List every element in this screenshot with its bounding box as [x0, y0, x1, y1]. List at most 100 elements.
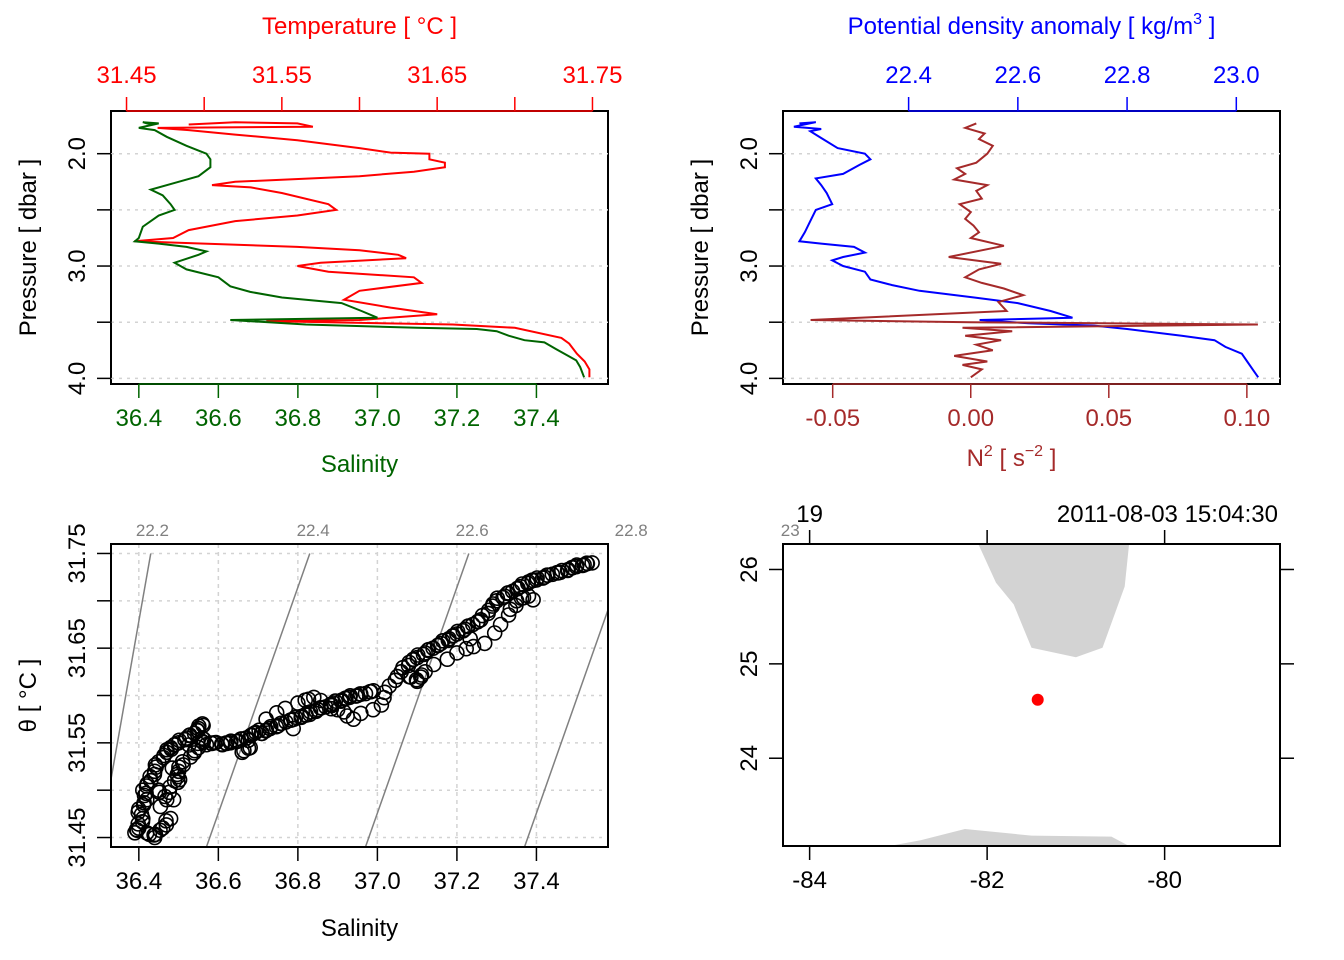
scatter-points [127, 555, 600, 846]
data-point [440, 632, 457, 649]
data-point [136, 787, 153, 804]
tick-label: 31.55 [252, 62, 312, 89]
tick-label: 31.45 [97, 62, 157, 89]
bottom-axis: 36.4 36.6 36.8 37.0 37.2 37.4 [115, 383, 560, 432]
series-group [132, 121, 591, 378]
tick-label: 31.75 [64, 523, 91, 583]
data-point [554, 562, 570, 579]
data-point [175, 757, 191, 773]
data-point [161, 784, 178, 801]
tick-label: 23.0 [1213, 62, 1260, 89]
data-point [157, 788, 173, 805]
x-axis-title: Salinity [321, 915, 398, 942]
data-point [486, 625, 503, 641]
tick-label: 4.0 [64, 362, 91, 395]
isopycnal-label: 22.2 [136, 521, 169, 540]
tick-label: -0.05 [805, 405, 860, 432]
data-point [529, 570, 545, 586]
land-polygon [889, 829, 1130, 846]
data-point [236, 742, 252, 759]
ts-diagram-panel: 36.4 36.6 36.8 37.0 37.2 37.4 31.45 31.55 31.65… [15, 521, 800, 942]
data-point [462, 630, 479, 647]
tick-label: 37.4 [513, 868, 560, 895]
data-point [512, 578, 529, 595]
data-point [285, 720, 302, 737]
data-point [365, 701, 381, 718]
data-point [195, 734, 211, 751]
land-polygon [978, 544, 1130, 658]
data-point [298, 707, 314, 723]
data-point [417, 645, 433, 661]
tick-label: 37.4 [513, 405, 560, 432]
data-point [251, 722, 267, 739]
tick-label: 22.4 [885, 62, 932, 89]
gridlines [111, 152, 608, 380]
data-point [465, 638, 482, 655]
tick-label: 0.05 [1085, 405, 1132, 432]
tick-label: 37.2 [434, 868, 481, 895]
data-point [413, 667, 430, 683]
data-point [439, 651, 456, 668]
tick-label: 36.4 [115, 405, 162, 432]
isopycnal-line [205, 553, 311, 847]
data-point [258, 722, 275, 739]
tick-label: 2.0 [736, 137, 763, 170]
data-point [287, 709, 304, 726]
data-point [420, 641, 437, 658]
data-point [476, 635, 493, 652]
isopycnal-label: 22.4 [297, 521, 330, 540]
data-point [445, 627, 462, 644]
tick-label: -80 [1147, 867, 1182, 894]
isopycnal-line [111, 553, 152, 784]
station-map-panel: -84 -82 -80 24 25 26 19 2011-08-03 15:04:30 [736, 501, 1294, 894]
isopycnal-label: 22.8 [615, 521, 648, 540]
data-point [524, 572, 541, 589]
density-n2-panel: 22.4 22.6 22.8 23.0 -0.05 0.00 0.05 0.10 2.0 3.… [687, 11, 1281, 472]
data-point [141, 826, 158, 843]
left-axis: 2.0 3.0 4.0 [736, 137, 784, 395]
data-point [352, 686, 369, 703]
data-point [300, 691, 317, 708]
data-point [405, 651, 422, 668]
data-point [152, 798, 169, 815]
tick-label: 36.6 [195, 405, 242, 432]
station-time-label: 2011-08-03 15:04:30 [1057, 501, 1278, 528]
tick-label: 31.75 [562, 62, 622, 89]
ts-profile-panel: 31.45 31.55 31.65 31.75 36.4 36.6 36.8 37.0 37.… [15, 13, 623, 478]
data-point [133, 806, 150, 823]
y-axis: 31.45 31.55 31.65 31.75 [64, 523, 112, 868]
isopycnal-label: 22.6 [456, 521, 489, 540]
tick-label: -84 [792, 867, 827, 894]
station-id-label: 19 [796, 501, 823, 528]
tick-label: 0.10 [1224, 405, 1271, 432]
left-axis-title: Pressure [ dbar ] [15, 159, 42, 336]
tick-label: 24 [736, 745, 763, 772]
tick-label: 36.6 [195, 868, 242, 895]
bottom-axis-title: N2 [ s−2 ] [967, 443, 1057, 472]
data-point [262, 718, 279, 735]
tick-label: 36.4 [115, 868, 162, 895]
data-point [495, 589, 511, 606]
tick-label: 31.65 [64, 618, 91, 678]
data-point [433, 635, 449, 652]
series-line-n2 [810, 122, 1258, 379]
tick-label: 37.0 [354, 868, 401, 895]
data-point [163, 741, 180, 758]
data-point [323, 697, 340, 714]
tick-label: 4.0 [736, 362, 763, 395]
data-point [342, 687, 359, 704]
isopycnal-line [364, 553, 470, 847]
isopycnal-label: 23 [781, 521, 800, 540]
isopycnal-line [684, 553, 787, 847]
data-point [568, 557, 585, 573]
data-point [134, 813, 151, 830]
station-marker[interactable] [1031, 693, 1044, 706]
tick-label: 25 [736, 651, 763, 678]
series-line-density [793, 121, 1260, 378]
tick-label: 26 [736, 556, 763, 583]
top-axis: 31.45 31.55 31.65 31.75 [97, 62, 623, 112]
data-point [376, 689, 392, 706]
data-point [415, 646, 432, 663]
data-point [510, 580, 526, 597]
